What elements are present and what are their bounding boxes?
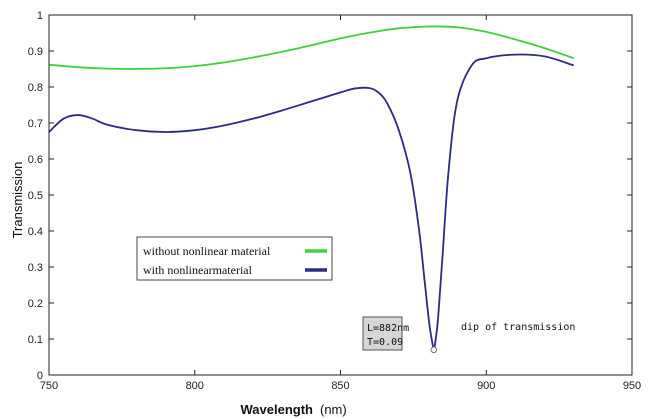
y-tick-label: 0.4 (28, 226, 43, 238)
x-tick-label: 900 (477, 380, 495, 392)
y-tick-label: 0 (37, 370, 43, 382)
legend-label-without-nonlinear: without nonlinear material (143, 244, 271, 258)
legend-box (136, 236, 333, 281)
y-tick-label: 0.7 (28, 118, 43, 130)
y-tick-label: 0.3 (28, 262, 43, 274)
y-tick-label: 0.8 (28, 82, 43, 94)
x-tick-label: 800 (186, 380, 204, 392)
x-tick-label: 850 (331, 380, 349, 392)
dip-marker (430, 346, 438, 354)
x-tick-label: 750 (40, 380, 58, 392)
dip-value-box: L=882nm T=0.09 (362, 316, 409, 351)
y-tick-label: 1 (37, 10, 43, 22)
legend-label-with-nonlinear: with nonlinearmaterial (143, 263, 253, 277)
dip-annotation-text: dip of transmission (461, 322, 575, 333)
y-axis-title: Transmission (10, 162, 25, 239)
x-axis-title: Wavelength (241, 402, 314, 417)
y-tick-label: 0.5 (28, 190, 43, 202)
plot-frame (48, 14, 633, 376)
series-line-with-nonlinear (48, 53, 574, 351)
y-tick-label: 0.1 (28, 334, 43, 346)
series-lines (48, 25, 574, 351)
y-tick-label: 0.6 (28, 154, 43, 166)
dip-value-box-background (362, 316, 403, 351)
dip-transmission-label: T=0.09 (367, 337, 403, 348)
axis-ticks: 750 800 850 900 950 0 0.1 0.2 0.3 0.4 0.5 0.6 0.7 0.8… (28, 10, 641, 392)
legend: without nonlinear material with nonlinea… (136, 236, 333, 281)
x-axis-unit: (nm) (320, 402, 347, 417)
y-tick-label: 0.2 (28, 298, 43, 310)
dip-wavelength-label: L=882nm (367, 323, 409, 334)
series-line-without-nonlinear (48, 25, 574, 70)
y-tick-label: 0.9 (28, 46, 43, 58)
x-tick-label: 950 (623, 380, 641, 392)
